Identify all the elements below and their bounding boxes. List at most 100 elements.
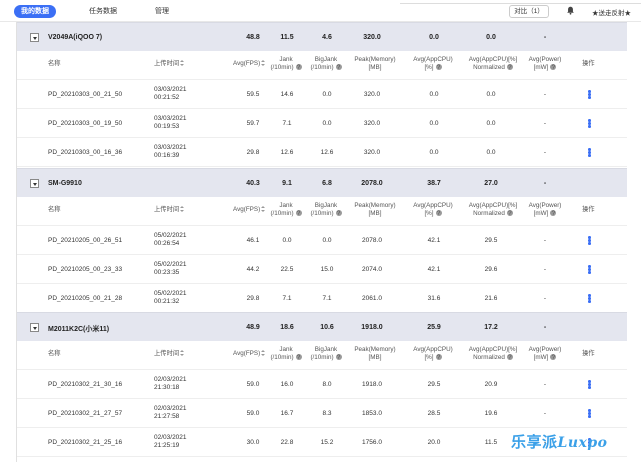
col-bigjank: BigJank (/10min)? bbox=[303, 56, 349, 72]
bell-icon[interactable] bbox=[566, 6, 575, 15]
table-row[interactable]: PD_20210302_21_25_16 02/03/2021 21:25:19 30… bbox=[17, 428, 627, 457]
watermark-cn: 乐享派 bbox=[511, 433, 558, 451]
jank-value: 16.0 bbox=[280, 381, 294, 388]
help-icon[interactable]: ? bbox=[550, 210, 557, 218]
summary-appcpu: 0.0 bbox=[429, 34, 439, 41]
more-actions-icon[interactable] bbox=[588, 438, 591, 447]
tab-manage[interactable]: 管理 bbox=[155, 8, 169, 15]
help-icon[interactable]: ? bbox=[506, 210, 513, 218]
fps-value: 59.0 bbox=[246, 410, 260, 417]
sort-icon[interactable] bbox=[180, 350, 185, 357]
col-appcpu-norm-line2: Normalized? bbox=[462, 210, 524, 218]
col-appcpu-line1: Avg(AppCPU) bbox=[413, 202, 453, 209]
help-icon[interactable]: ? bbox=[506, 354, 513, 362]
col-fps[interactable]: Avg(FPS) bbox=[233, 60, 266, 68]
col-name: 名称 bbox=[48, 60, 61, 67]
summary-appcpu-norm: 17.2 bbox=[484, 324, 498, 331]
table-row[interactable]: PD_20210205_00_21_28 05/02/2021 00:21:32 29… bbox=[17, 284, 627, 313]
memory-value: 2078.0 bbox=[362, 237, 382, 244]
sort-icon[interactable] bbox=[180, 206, 185, 213]
more-actions-icon[interactable] bbox=[588, 148, 591, 157]
col-fps[interactable]: Avg(FPS) bbox=[233, 350, 266, 358]
appcpu-value: 42.1 bbox=[427, 266, 441, 273]
help-icon[interactable]: ? bbox=[335, 210, 342, 218]
upload-clock: 21:25:19 bbox=[154, 442, 180, 449]
upload-date: 03/03/2021 bbox=[154, 144, 187, 151]
more-actions-icon[interactable] bbox=[588, 294, 591, 303]
summary-bigjank: 6.8 bbox=[322, 180, 332, 187]
help-icon[interactable]: ? bbox=[435, 64, 442, 72]
help-icon[interactable]: ? bbox=[550, 64, 557, 72]
jank-value: 7.1 bbox=[282, 295, 292, 302]
table-row[interactable]: PD_20210303_00_19_50 03/03/2021 00:19:53 59… bbox=[17, 109, 627, 138]
help-icon[interactable]: ? bbox=[295, 354, 302, 362]
compare-button[interactable]: 对比（1） bbox=[509, 5, 549, 18]
more-actions-icon[interactable] bbox=[588, 119, 591, 128]
table-row[interactable]: PD_20210303_00_16_36 03/03/2021 00:16:39 29… bbox=[17, 138, 627, 167]
user-menu[interactable]: ★送走反射★ bbox=[592, 10, 631, 17]
fps-value: 44.2 bbox=[246, 266, 260, 273]
col-appcpu-unit: [%] bbox=[424, 210, 434, 217]
col-appcpu-norm-unit: Normalized bbox=[473, 210, 505, 217]
col-bigjank-unit: (/10min) bbox=[310, 64, 334, 71]
col-jank-line2: (/10min)? bbox=[263, 64, 309, 72]
collapse-toggle-icon[interactable] bbox=[30, 323, 39, 332]
col-upload-time[interactable]: 上传时间 bbox=[154, 350, 185, 358]
upload-time: 02/03/2021 21:27:58 bbox=[154, 405, 187, 421]
help-icon[interactable]: ? bbox=[550, 354, 557, 362]
col-upload-time[interactable]: 上传时间 bbox=[154, 60, 185, 68]
col-jank-line2: (/10min)? bbox=[263, 210, 309, 218]
collapse-toggle-icon[interactable] bbox=[30, 33, 39, 42]
watermark-en: Luxpo bbox=[557, 435, 608, 451]
help-icon[interactable]: ? bbox=[335, 64, 342, 72]
record-name: PD_20210303_00_16_36 bbox=[48, 149, 123, 156]
upload-time: 05/02/2021 00:21:32 bbox=[154, 290, 187, 306]
table-row[interactable]: PD_20210303_00_21_50 03/03/2021 00:21:52 59… bbox=[17, 80, 627, 109]
more-actions-icon[interactable] bbox=[588, 265, 591, 274]
tab-task-data[interactable]: 任务数据 bbox=[89, 8, 117, 15]
table-row[interactable]: PD_20210302_21_27_57 02/03/2021 21:27:58 59… bbox=[17, 399, 627, 428]
summary-power: - bbox=[543, 180, 547, 187]
sort-icon[interactable] bbox=[180, 60, 185, 67]
appcpu-norm-value: 11.5 bbox=[484, 439, 498, 446]
col-bigjank-unit: (/10min) bbox=[310, 354, 334, 361]
more-actions-icon[interactable] bbox=[588, 236, 591, 245]
col-power-line2: [mW]? bbox=[521, 210, 569, 218]
help-icon[interactable]: ? bbox=[295, 210, 302, 218]
collapse-toggle-icon[interactable] bbox=[30, 179, 39, 188]
upload-date: 03/03/2021 bbox=[154, 86, 187, 93]
memory-value: 1918.0 bbox=[362, 381, 382, 388]
col-fps[interactable]: Avg(FPS) bbox=[233, 206, 266, 214]
more-actions-icon[interactable] bbox=[588, 409, 591, 418]
upload-time: 02/03/2021 21:30:18 bbox=[154, 376, 187, 392]
help-icon[interactable]: ? bbox=[295, 64, 302, 72]
col-appcpu: Avg(AppCPU) [%]? bbox=[405, 56, 461, 72]
sort-icon[interactable] bbox=[261, 60, 266, 67]
bigjank-value: 0.0 bbox=[322, 91, 332, 98]
record-name: PD_20210205_00_21_28 bbox=[48, 295, 123, 302]
help-icon[interactable]: ? bbox=[435, 354, 442, 362]
col-jank-unit: (/10min) bbox=[270, 64, 294, 71]
fps-value: 59.5 bbox=[246, 91, 260, 98]
more-actions-icon[interactable] bbox=[588, 90, 591, 99]
table-row[interactable]: PD_20210205_00_26_51 05/02/2021 00:26:54 46… bbox=[17, 226, 627, 255]
device-name: SM-G9910 bbox=[48, 180, 82, 187]
appcpu-norm-value: 29.6 bbox=[484, 266, 498, 273]
sort-icon[interactable] bbox=[261, 206, 266, 213]
sort-icon[interactable] bbox=[261, 350, 266, 357]
col-bigjank-line2: (/10min)? bbox=[303, 354, 349, 362]
table-row[interactable]: PD_20210302_21_30_16 02/03/2021 21:30:18 59… bbox=[17, 370, 627, 399]
tab-my-data[interactable]: 我的数据 bbox=[14, 5, 56, 18]
more-actions-icon[interactable] bbox=[588, 380, 591, 389]
col-appcpu-norm: Avg(AppCPU)[%] Normalized? bbox=[462, 202, 524, 218]
col-upload-time[interactable]: 上传时间 bbox=[154, 206, 185, 214]
table-row[interactable]: PD_20210205_00_23_33 05/02/2021 00:23:35 44… bbox=[17, 255, 627, 284]
summary-fps: 48.8 bbox=[246, 34, 260, 41]
dropdown-edge bbox=[400, 0, 641, 4]
help-icon[interactable]: ? bbox=[335, 354, 342, 362]
help-icon[interactable]: ? bbox=[506, 64, 513, 72]
bigjank-value: 15.0 bbox=[320, 266, 334, 273]
col-bigjank: BigJank (/10min)? bbox=[303, 346, 349, 362]
help-icon[interactable]: ? bbox=[435, 210, 442, 218]
col-bigjank-line2: (/10min)? bbox=[303, 64, 349, 72]
